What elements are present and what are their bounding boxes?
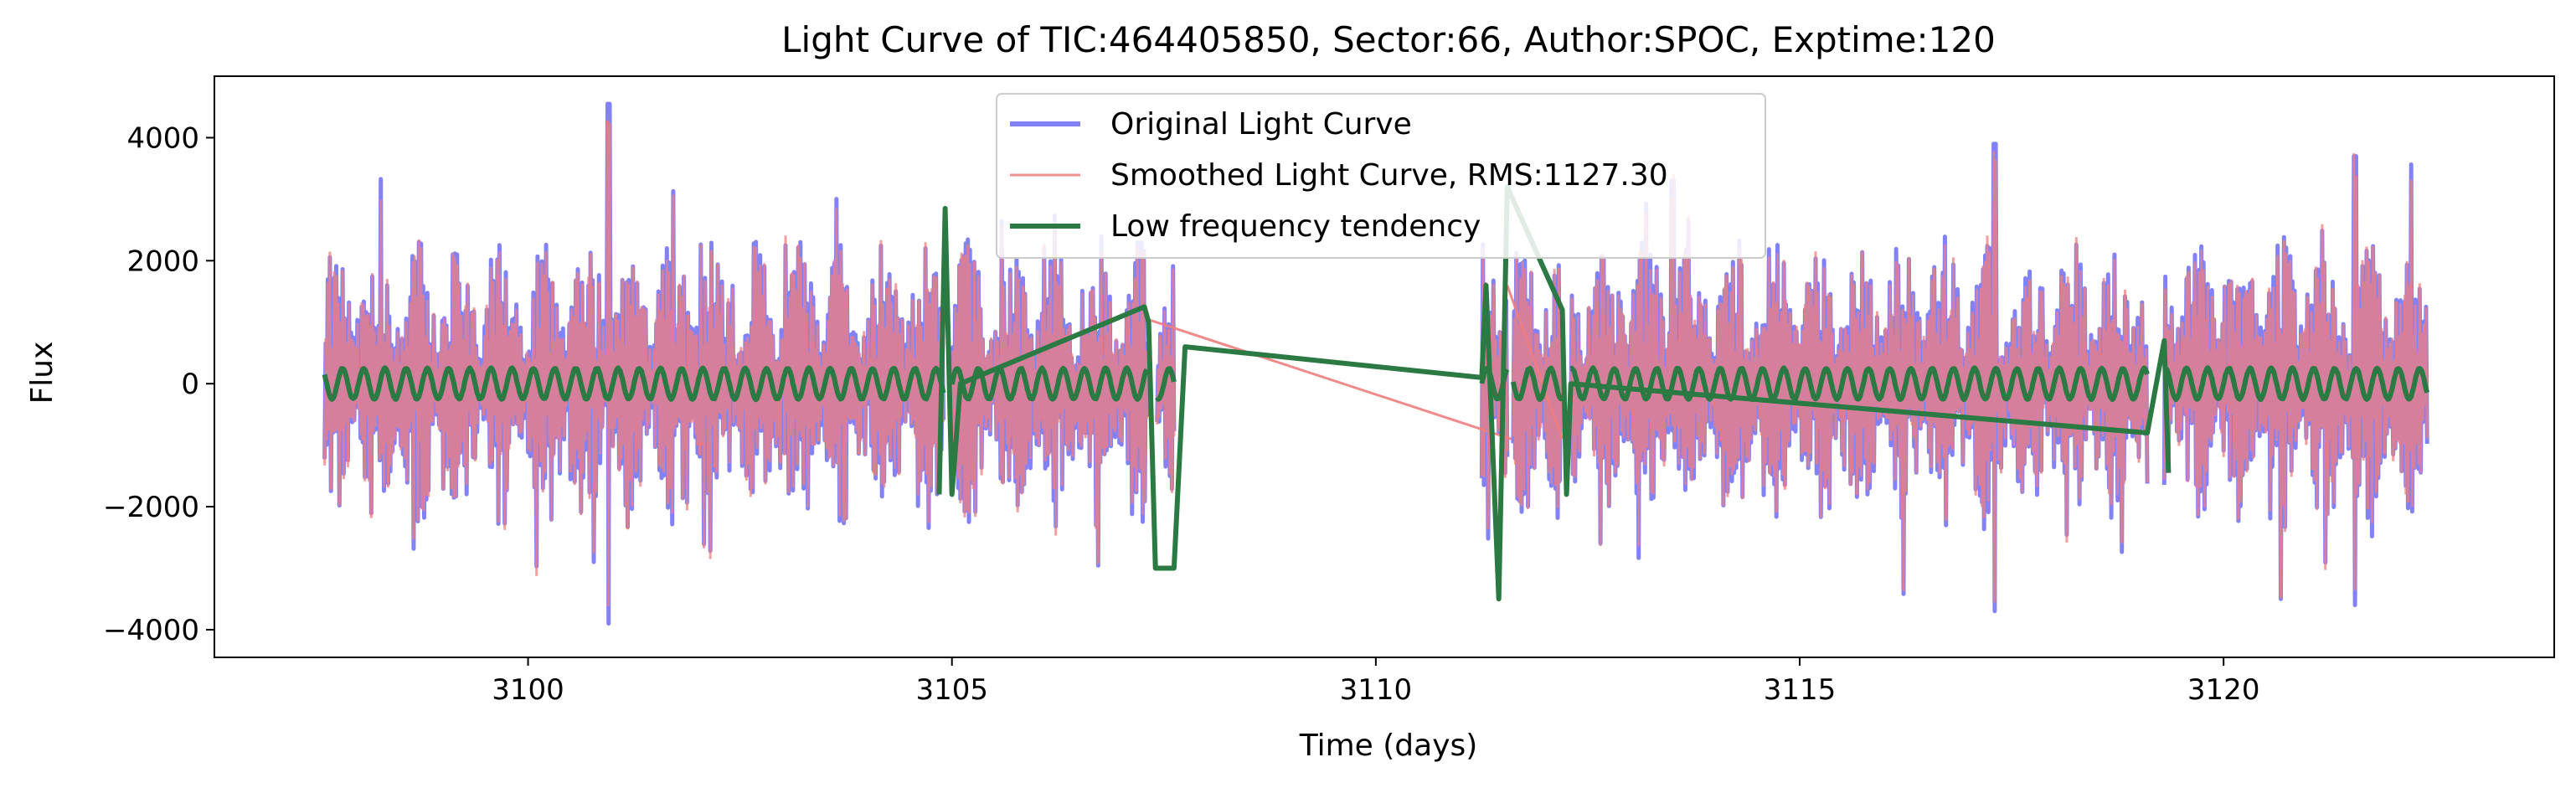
legend-box [996, 93, 1766, 259]
y-tick-label-3: 2000 [126, 245, 199, 278]
smoothed-gap-bridge-1 [1506, 285, 1564, 440]
x-tick-label-2: 3110 [1340, 673, 1413, 707]
y-tick-label-4: 4000 [126, 121, 199, 155]
y-tick-label-1: −2000 [103, 491, 199, 524]
legend-label-2: Low frequency tendency [1110, 209, 1481, 244]
series-low-frequency-tendency [322, 365, 2430, 403]
x-tick-label-0: 3100 [492, 673, 564, 707]
legend-label-1: Smoothed Light Curve, RMS:1127.30 [1110, 158, 1668, 193]
low-frequency-edge-features [936, 184, 2172, 602]
x-tick-label-3: 3115 [1764, 673, 1837, 707]
series-smoothed-light-curve [323, 120, 2429, 607]
legend: Original Light Curve Smoothed Light Curve… [996, 93, 1766, 259]
chart-title: Light Curve of TIC:464405850, Sector:66,… [781, 19, 1996, 60]
x-tick-label-1: 3105 [915, 673, 988, 707]
legend-label-0: Original Light Curve [1110, 107, 1412, 142]
y-tick-label-2: 0 [181, 368, 199, 401]
axes-frame [214, 75, 2555, 658]
y-tick-label-0: −4000 [103, 614, 199, 647]
x-axis-label: Time (days) [1299, 729, 1478, 763]
smoothed-gap-bridge-0 [1146, 317, 1512, 440]
x-tick-label-4: 3120 [2187, 673, 2260, 707]
y-axis-label: Flux [25, 342, 59, 404]
axes: 3100 3105 3110 3115 3120 −4000 −2000 0 2000 4000 [103, 75, 2555, 707]
